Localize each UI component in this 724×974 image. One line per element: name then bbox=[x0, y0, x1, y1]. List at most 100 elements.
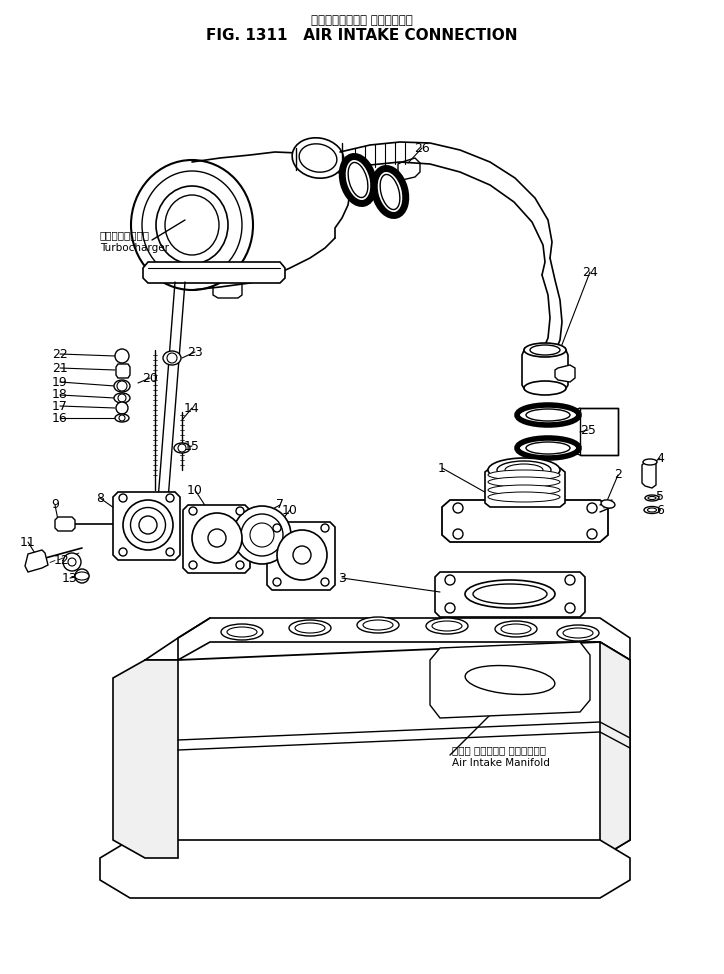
Circle shape bbox=[115, 349, 129, 363]
Ellipse shape bbox=[348, 163, 368, 198]
Text: 25: 25 bbox=[580, 424, 596, 436]
Circle shape bbox=[453, 503, 463, 513]
Polygon shape bbox=[113, 660, 178, 858]
Polygon shape bbox=[485, 468, 565, 507]
Polygon shape bbox=[25, 550, 48, 572]
Ellipse shape bbox=[601, 500, 615, 508]
Ellipse shape bbox=[123, 500, 173, 550]
Text: ターボチャージャ: ターボチャージャ bbox=[100, 230, 150, 240]
Ellipse shape bbox=[495, 621, 537, 637]
Text: 22: 22 bbox=[52, 348, 68, 360]
Ellipse shape bbox=[647, 508, 657, 512]
Circle shape bbox=[166, 548, 174, 556]
Ellipse shape bbox=[241, 514, 283, 556]
Circle shape bbox=[587, 529, 597, 539]
Circle shape bbox=[119, 494, 127, 502]
Text: 17: 17 bbox=[52, 399, 68, 413]
Ellipse shape bbox=[465, 580, 555, 608]
Text: 23: 23 bbox=[187, 346, 203, 358]
Ellipse shape bbox=[426, 618, 468, 634]
Ellipse shape bbox=[292, 137, 344, 178]
Ellipse shape bbox=[524, 343, 566, 357]
Ellipse shape bbox=[208, 529, 226, 547]
Ellipse shape bbox=[277, 530, 327, 580]
Polygon shape bbox=[600, 642, 630, 858]
Circle shape bbox=[189, 561, 197, 569]
Text: 1: 1 bbox=[438, 462, 446, 474]
Ellipse shape bbox=[115, 414, 129, 422]
Ellipse shape bbox=[114, 380, 130, 392]
Circle shape bbox=[118, 394, 126, 402]
Ellipse shape bbox=[142, 171, 242, 279]
Ellipse shape bbox=[165, 195, 219, 255]
Circle shape bbox=[565, 575, 575, 585]
Circle shape bbox=[321, 524, 329, 532]
Ellipse shape bbox=[488, 485, 560, 495]
Ellipse shape bbox=[501, 624, 531, 634]
Text: 13: 13 bbox=[62, 572, 78, 584]
Polygon shape bbox=[213, 278, 242, 298]
Polygon shape bbox=[55, 517, 75, 531]
Ellipse shape bbox=[357, 617, 399, 633]
Circle shape bbox=[273, 524, 281, 532]
Circle shape bbox=[273, 578, 281, 586]
Ellipse shape bbox=[295, 623, 325, 633]
Ellipse shape bbox=[299, 144, 337, 172]
Text: 16: 16 bbox=[52, 411, 68, 425]
Ellipse shape bbox=[163, 351, 181, 365]
Ellipse shape bbox=[250, 523, 274, 547]
Ellipse shape bbox=[557, 625, 599, 641]
Ellipse shape bbox=[488, 458, 560, 482]
Text: エアーインテーク コネクション: エアーインテーク コネクション bbox=[311, 14, 413, 26]
Ellipse shape bbox=[131, 160, 253, 290]
Polygon shape bbox=[580, 408, 618, 455]
Circle shape bbox=[116, 402, 128, 414]
Text: エアー インテーク マニホールド: エアー インテーク マニホールド bbox=[452, 745, 546, 755]
Polygon shape bbox=[522, 348, 568, 390]
Polygon shape bbox=[435, 572, 585, 617]
Ellipse shape bbox=[156, 186, 228, 264]
Ellipse shape bbox=[233, 506, 291, 564]
Text: 9: 9 bbox=[51, 499, 59, 511]
Text: 12: 12 bbox=[54, 553, 70, 567]
Text: 4: 4 bbox=[656, 452, 664, 465]
Text: 24: 24 bbox=[582, 266, 598, 279]
Ellipse shape bbox=[114, 393, 130, 403]
Ellipse shape bbox=[342, 157, 374, 204]
Ellipse shape bbox=[130, 507, 166, 543]
Ellipse shape bbox=[526, 442, 570, 454]
Ellipse shape bbox=[293, 546, 311, 564]
Polygon shape bbox=[113, 492, 180, 560]
Text: 6: 6 bbox=[656, 504, 664, 516]
Ellipse shape bbox=[517, 438, 579, 458]
Ellipse shape bbox=[488, 492, 560, 502]
Text: 10: 10 bbox=[282, 504, 298, 516]
Text: 21: 21 bbox=[52, 361, 68, 374]
Ellipse shape bbox=[363, 620, 393, 630]
Ellipse shape bbox=[380, 174, 400, 209]
Ellipse shape bbox=[526, 409, 570, 421]
Text: 8: 8 bbox=[96, 492, 104, 505]
Polygon shape bbox=[430, 642, 590, 718]
Ellipse shape bbox=[139, 516, 157, 534]
Circle shape bbox=[166, 494, 174, 502]
Circle shape bbox=[445, 603, 455, 613]
Circle shape bbox=[236, 561, 244, 569]
Polygon shape bbox=[178, 618, 630, 660]
Text: 10: 10 bbox=[187, 483, 203, 497]
Ellipse shape bbox=[465, 665, 555, 694]
Circle shape bbox=[117, 381, 127, 391]
Text: 5: 5 bbox=[656, 490, 664, 503]
Ellipse shape bbox=[524, 381, 566, 395]
Ellipse shape bbox=[563, 628, 593, 638]
Circle shape bbox=[178, 444, 186, 452]
Circle shape bbox=[236, 507, 244, 515]
Text: 26: 26 bbox=[414, 141, 430, 155]
Ellipse shape bbox=[530, 345, 560, 355]
Ellipse shape bbox=[643, 459, 657, 465]
Ellipse shape bbox=[473, 584, 547, 604]
Text: 18: 18 bbox=[52, 389, 68, 401]
Ellipse shape bbox=[227, 627, 257, 637]
Text: Turbocharger: Turbocharger bbox=[100, 243, 169, 253]
Polygon shape bbox=[143, 262, 285, 283]
